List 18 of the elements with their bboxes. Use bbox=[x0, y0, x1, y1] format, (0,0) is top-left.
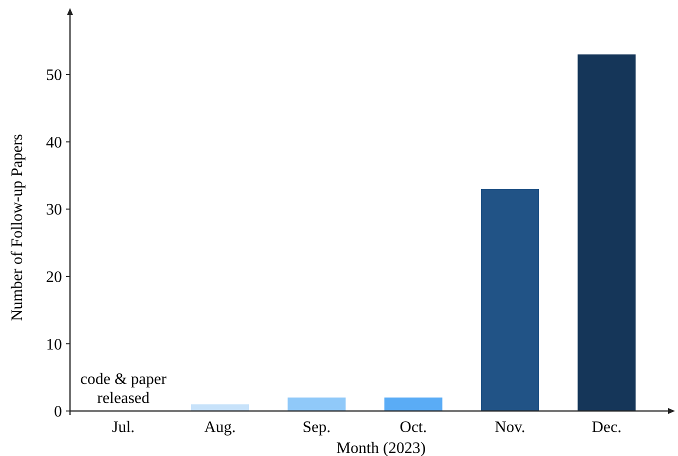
x-tick-label: Oct. bbox=[400, 419, 427, 436]
x-tick-label: Sep. bbox=[302, 419, 331, 436]
y-axis-title: Number of Follow-up Papers bbox=[9, 134, 26, 322]
y-tick-label: 50 bbox=[46, 67, 62, 84]
x-tick-label: Jul. bbox=[112, 419, 135, 436]
bar bbox=[481, 188, 539, 411]
y-tick-label: 10 bbox=[46, 336, 62, 354]
y-tick-label: 20 bbox=[46, 269, 62, 286]
bar bbox=[578, 54, 636, 411]
bar bbox=[384, 398, 442, 411]
x-tick-label: Aug. bbox=[204, 419, 236, 436]
y-tick-label: 40 bbox=[46, 134, 62, 152]
y-tick-label: 30 bbox=[46, 202, 62, 219]
x-tick-label: Nov. bbox=[494, 419, 526, 436]
annotation: code & paper released bbox=[80, 370, 168, 407]
bar bbox=[288, 398, 346, 411]
y-tick-label: 0 bbox=[54, 404, 62, 421]
x-tick-label: Dec. bbox=[592, 419, 622, 436]
